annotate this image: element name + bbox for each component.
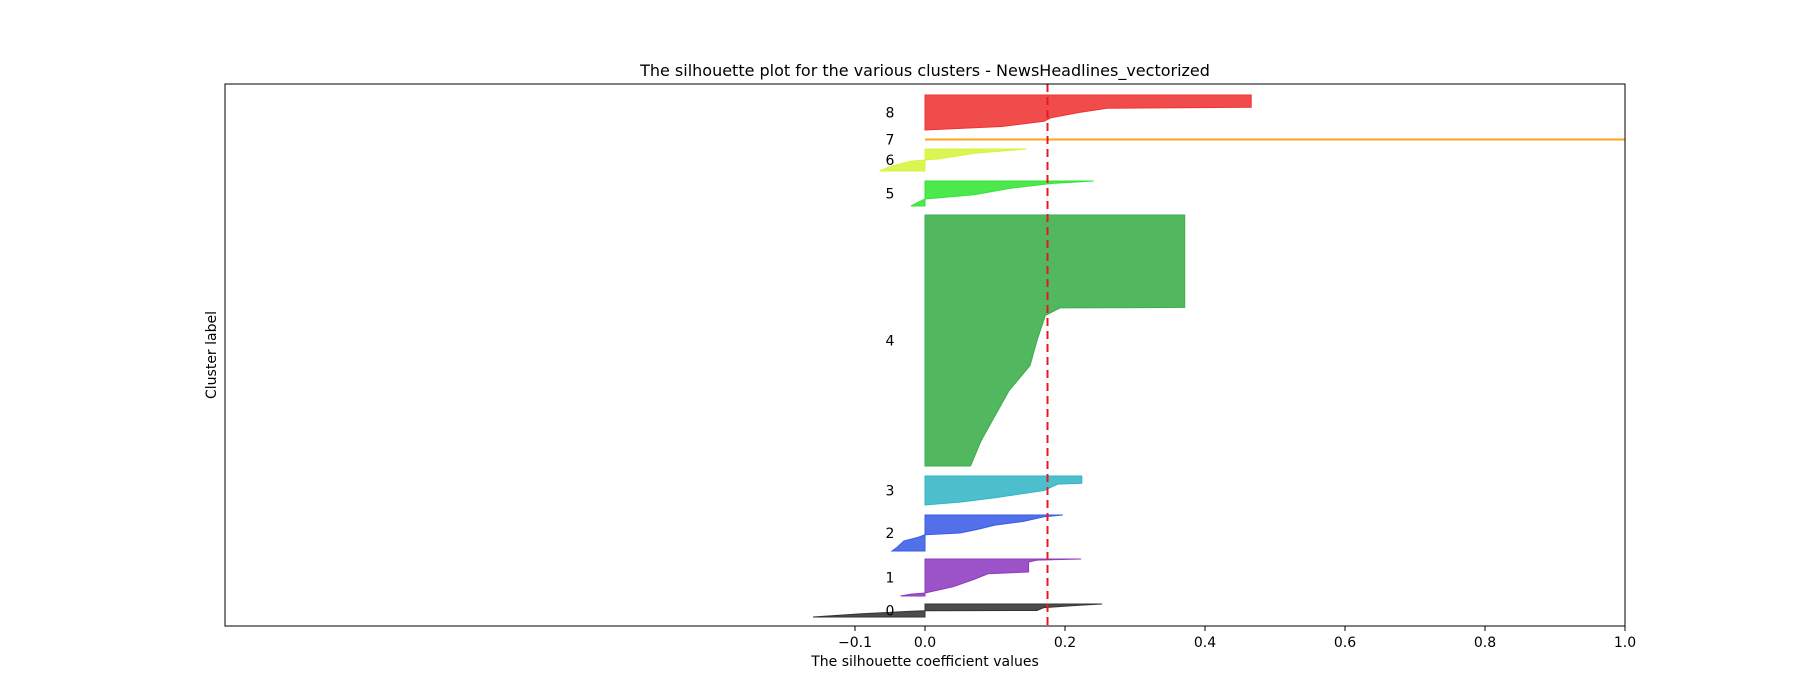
- cluster-label-4: 4: [886, 334, 895, 350]
- x-tick-label: 0.4: [1194, 635, 1216, 651]
- silhouette-band-8: [924, 94, 1252, 131]
- silhouette-band-2: [890, 514, 1063, 552]
- silhouette-band-0: [812, 603, 1103, 618]
- silhouette-band-6: [879, 148, 1027, 172]
- x-tick-label: −0.1: [838, 635, 872, 651]
- cluster-label-0: 0: [886, 604, 895, 620]
- cluster-label-1: 1: [886, 571, 895, 587]
- cluster-labels: 0 1 2 3 4 5 6 7 8: [886, 106, 895, 620]
- silhouette-band-5: [910, 180, 1094, 207]
- chart-title: The silhouette plot for the various clus…: [639, 61, 1210, 81]
- x-tick-label: 0.8: [1474, 635, 1496, 651]
- x-tick-label: 0.6: [1334, 635, 1356, 651]
- silhouette-band-1: [900, 558, 1082, 597]
- silhouette-band-3: [924, 475, 1083, 506]
- silhouette-band-4: [924, 214, 1186, 467]
- x-tick-label: 0.2: [1054, 635, 1076, 651]
- cluster-label-3: 3: [886, 484, 895, 500]
- x-axis-ticks: −0.1 0.0 0.2 0.4 0.6 0.8 1.0: [838, 626, 1636, 651]
- x-axis-title: The silhouette coefficient values: [810, 654, 1039, 670]
- cluster-label-8: 8: [886, 106, 895, 122]
- x-tick-label: 0.0: [914, 635, 936, 651]
- x-tick-label: 1.0: [1614, 635, 1636, 651]
- cluster-label-5: 5: [886, 187, 895, 203]
- cluster-label-7: 7: [886, 133, 895, 149]
- silhouette-bands: [812, 94, 1625, 618]
- cluster-label-6: 6: [886, 153, 895, 169]
- cluster-label-2: 2: [886, 526, 895, 542]
- y-axis-title: Cluster label: [204, 311, 220, 399]
